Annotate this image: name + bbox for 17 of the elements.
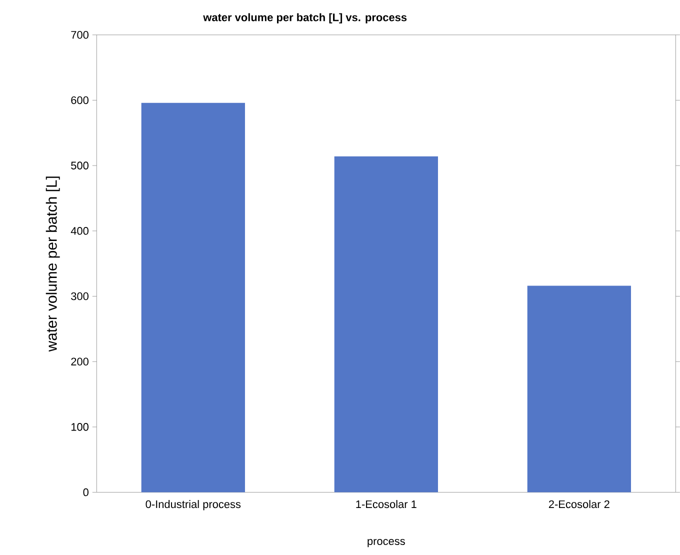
- bar: [527, 286, 631, 492]
- y-tick-label: 400: [70, 226, 88, 235]
- x-tick-label: 1-Ecosolar 1: [356, 500, 416, 508]
- x-axis-title: process: [368, 538, 405, 548]
- y-tick-label: 0: [83, 488, 88, 496]
- y-tick-label: 500: [71, 162, 88, 170]
- y-axis-title: water volume per batch [L]: [46, 176, 60, 352]
- y-tick-label: 100: [71, 423, 88, 431]
- bar: [334, 156, 438, 492]
- y-tick-label: 600: [71, 96, 88, 104]
- bar: [141, 102, 245, 492]
- chart-title: water volume per batch [L] vs. process: [203, 13, 407, 24]
- y-tick-label: 200: [71, 358, 88, 366]
- x-tick-label: 0-Industrial process: [146, 500, 241, 510]
- x-tick-label: 2-Ecosolar 2: [548, 500, 610, 508]
- y-tick-label: 700: [71, 30, 88, 39]
- y-tick-label: 300: [71, 292, 88, 300]
